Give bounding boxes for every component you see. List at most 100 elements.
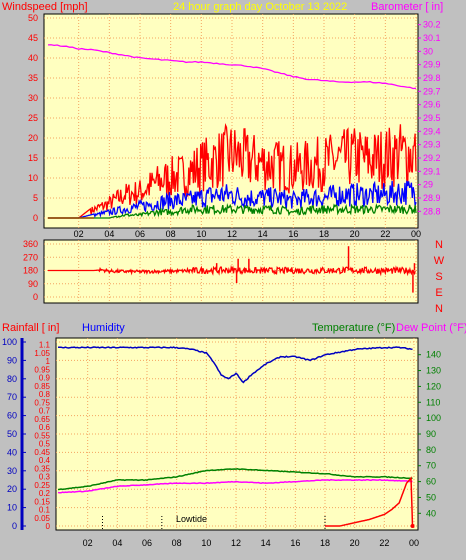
wind-tick-label: 50 xyxy=(28,13,38,23)
rain-tick-label: 0.65 xyxy=(34,415,50,424)
rain-tick-label: 0.55 xyxy=(34,431,50,440)
barometer-tick-label: 29.5 xyxy=(423,113,441,123)
temperature-series-line xyxy=(57,468,413,491)
rain-tick-label: 1.05 xyxy=(34,349,50,358)
rain-tick-label: 1.1 xyxy=(39,341,51,350)
low-wind-series-line xyxy=(48,202,417,219)
humidity-tick-label: 50 xyxy=(7,429,17,439)
direction-axis-ticks: 0 90 180 270 360 xyxy=(23,239,38,302)
windspeed-label: Windspeed [mph] xyxy=(2,1,88,13)
rain-x-tick-label: 02 xyxy=(83,538,93,548)
rain-tick-label: 0.85 xyxy=(34,382,50,391)
wind-x-tick-label: 18 xyxy=(319,229,329,239)
barometer-tick-label: 29.2 xyxy=(423,153,441,163)
barometer-tick-label: 28.8 xyxy=(423,206,441,216)
humidity-tick-label: 20 xyxy=(7,484,17,494)
rain-series xyxy=(57,346,415,530)
rain-x-tick-label: 00 xyxy=(409,538,419,548)
barometer-tick-label: 29.9 xyxy=(423,60,441,70)
temperature-tick-label: 130 xyxy=(426,366,441,376)
rain-tick-label: 0.75 xyxy=(34,398,50,407)
humidity-tick-label: 30 xyxy=(7,466,17,476)
chart-title: 24 hour graph day October 13 2022 xyxy=(173,1,347,13)
direction-tick-label: 360 xyxy=(23,239,38,249)
barometer-tick-label: 29 xyxy=(423,180,433,190)
temperature-tick-label: 120 xyxy=(426,381,441,391)
temperature-tick-label: 140 xyxy=(426,350,441,360)
wind-x-tick-label: 12 xyxy=(227,229,237,239)
rain-tick-label: 1 xyxy=(46,357,51,366)
wind-tick-label: 35 xyxy=(28,73,38,83)
rain-tick-label: 0.6 xyxy=(39,423,51,432)
humidity-tick-label: 80 xyxy=(7,374,17,384)
barometer-tick-label: 30.1 xyxy=(423,33,441,43)
humidity-tick-label: 60 xyxy=(7,411,17,421)
rainfall-label: Rainfall [ in] xyxy=(2,322,59,334)
rain-tick-label: 0.5 xyxy=(39,440,51,449)
barometer-tick-label: 29.1 xyxy=(423,166,441,176)
barometer-tick-label: 30 xyxy=(423,46,433,56)
wind-x-tick-label: 10 xyxy=(196,229,206,239)
wind-x-tick-label: 02 xyxy=(74,229,84,239)
temperature-tick-label: 60 xyxy=(426,477,436,487)
rain-x-tick-label: 16 xyxy=(290,538,300,548)
barometer-axis-ticks: 28.8 28.9 29 29.1 29.2 29.3 29.4 29.5 29.6 29.7 29… xyxy=(418,20,441,216)
compass-label: N xyxy=(435,303,443,315)
rain-tick-label: 0.45 xyxy=(34,448,50,457)
humidity-series-line xyxy=(58,346,413,384)
rain-x-tick-label: 06 xyxy=(142,538,152,548)
compass-label: W xyxy=(434,255,445,267)
rain-tick-label: 0.8 xyxy=(39,390,51,399)
humidity-tick-label: 70 xyxy=(7,392,17,402)
wind-x-tick-label: 00 xyxy=(411,229,421,239)
wind-x-tick-label: 08 xyxy=(166,229,176,239)
rain-x-tick-label: 10 xyxy=(201,538,211,548)
wind-x-tick-label: 06 xyxy=(135,229,145,239)
rain-tick-label: 0.2 xyxy=(39,489,51,498)
humidity-tick-label: 90 xyxy=(7,355,17,365)
rain-x-tick-label: 14 xyxy=(261,538,271,548)
barometer-tick-label: 29.3 xyxy=(423,140,441,150)
compass-label: N xyxy=(435,239,443,251)
temperature-tick-label: 80 xyxy=(426,445,436,455)
wind-tick-label: 0 xyxy=(33,213,38,223)
wind-tick-label: 30 xyxy=(28,93,38,103)
rain-tick-label: 0.15 xyxy=(34,497,50,506)
rain-tick-label: 0.1 xyxy=(39,506,51,515)
rain-axis-ticks: 00.050.10.150.20.250.30.350.40.450.50.55… xyxy=(34,341,50,532)
rain-tick-label: 0.25 xyxy=(34,481,50,490)
wind-x-ticks: 02 04 06 08 10 12 14 16 18 20 22 00 xyxy=(74,229,421,239)
rain-tick-label: 0.35 xyxy=(34,464,50,473)
dewpoint-series-line xyxy=(57,478,413,494)
compass-label: S xyxy=(435,271,442,283)
rain-x-ticks: 02 04 06 08 10 12 14 16 18 20 22 00 xyxy=(83,538,419,548)
wind-x-tick-label: 20 xyxy=(350,229,360,239)
barometer-tick-label: 29.7 xyxy=(423,86,441,96)
barometer-tick-label: 29.4 xyxy=(423,126,441,136)
temperature-tick-label: 100 xyxy=(426,413,441,423)
wind-axis-ticks: 0 5 10 15 20 25 30 35 40 45 50 xyxy=(28,13,38,223)
humidity-axis-ticks: 0 10 20 30 40 50 60 70 80 90 100 xyxy=(2,337,26,531)
rain-x-tick-label: 12 xyxy=(231,538,241,548)
compass-label: E xyxy=(435,287,442,299)
direction-tick-label: 180 xyxy=(23,266,38,276)
wind-series xyxy=(47,44,417,219)
temperature-label: Temperature (°F) xyxy=(312,322,395,334)
rain-tick-label: 0.05 xyxy=(34,514,50,523)
rain-x-tick-label: 20 xyxy=(350,538,360,548)
barometer-series-line xyxy=(47,44,417,90)
average-wind-series-line xyxy=(48,180,417,219)
barometer-tick-label: 30.2 xyxy=(423,20,441,30)
wind-tick-label: 10 xyxy=(28,173,38,183)
rain-tick-label: 0.4 xyxy=(39,456,51,465)
humidity-tick-label: 40 xyxy=(7,447,17,457)
rain-tick-label: 0.3 xyxy=(39,473,51,482)
wind-tick-label: 45 xyxy=(28,33,38,43)
lowtide-annotation: Lowtide xyxy=(176,514,207,524)
wind-plot-area xyxy=(43,13,419,229)
rain-x-tick-label: 22 xyxy=(379,538,389,548)
humidity-tick-label: 10 xyxy=(7,503,17,513)
wind-tick-label: 25 xyxy=(28,113,38,123)
